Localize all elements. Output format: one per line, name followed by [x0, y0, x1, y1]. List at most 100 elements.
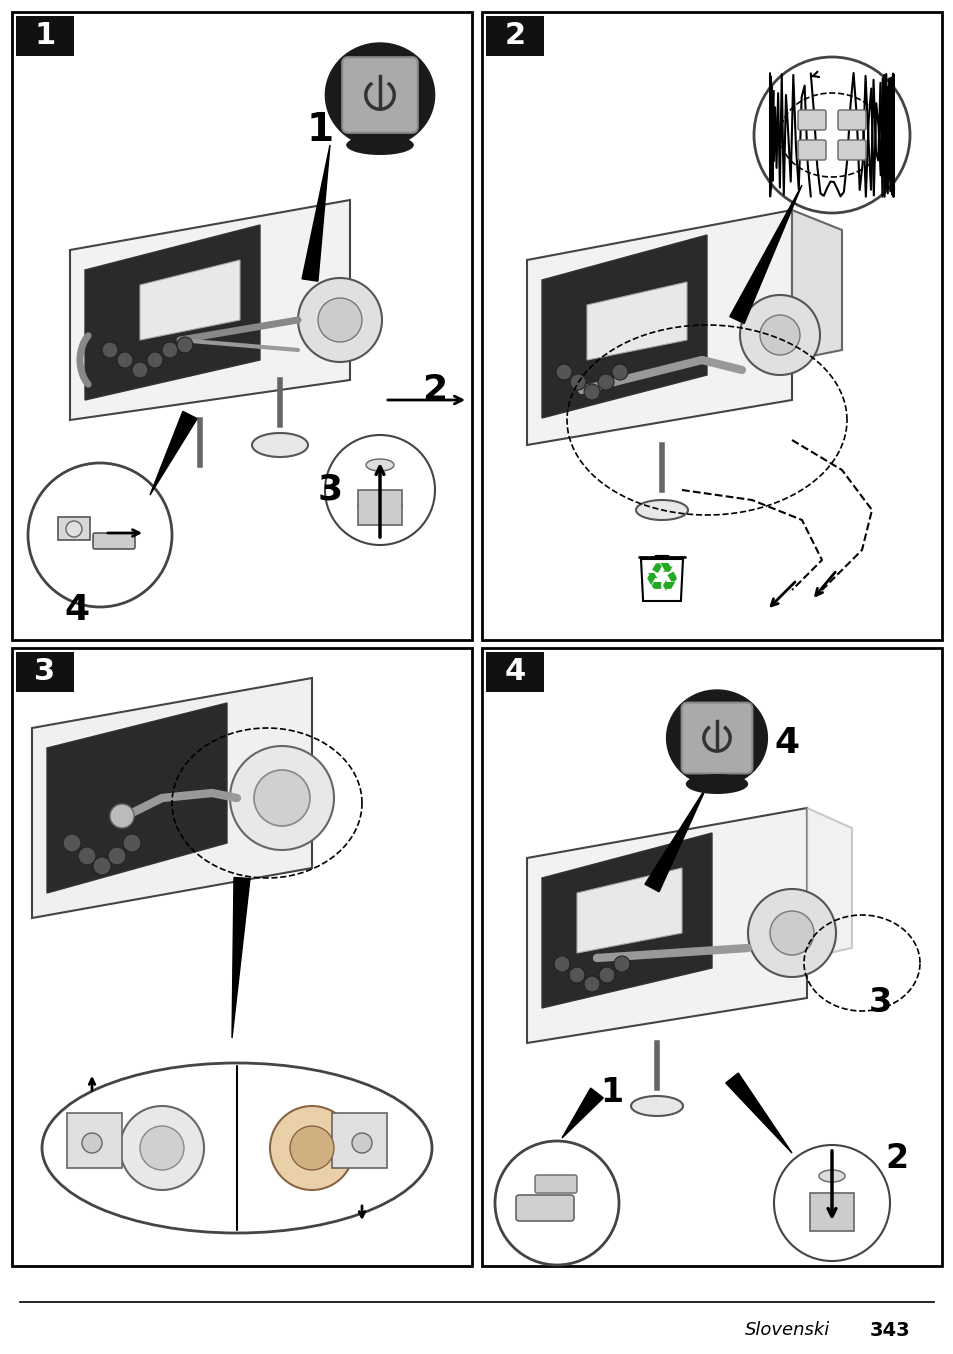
Bar	[357, 490, 401, 525]
Text: 1: 1	[34, 22, 55, 50]
Bar	[12, 12, 472, 640]
Circle shape	[28, 463, 172, 607]
Circle shape	[82, 1133, 102, 1154]
Polygon shape	[150, 412, 197, 496]
Polygon shape	[541, 236, 706, 418]
Circle shape	[612, 364, 627, 380]
Bar	[67, 1113, 122, 1169]
Bar	[485, 653, 543, 692]
Text: 2: 2	[884, 1141, 907, 1174]
Ellipse shape	[685, 774, 747, 793]
Circle shape	[253, 770, 310, 826]
Circle shape	[270, 1106, 354, 1190]
Polygon shape	[526, 210, 791, 445]
Ellipse shape	[636, 500, 687, 520]
Circle shape	[132, 362, 148, 378]
Ellipse shape	[630, 1095, 682, 1116]
Bar	[481, 12, 941, 640]
Ellipse shape	[252, 433, 308, 458]
Circle shape	[66, 521, 82, 538]
Polygon shape	[561, 1089, 602, 1137]
Bar	[481, 649, 941, 1266]
Text: POWER: POWER	[356, 28, 402, 38]
Bar	[16, 653, 74, 692]
Circle shape	[760, 315, 800, 355]
Circle shape	[325, 435, 435, 546]
Polygon shape	[644, 787, 706, 892]
Circle shape	[177, 337, 193, 353]
Polygon shape	[32, 678, 312, 918]
Bar	[485, 16, 543, 56]
Text: 3: 3	[34, 658, 55, 686]
Text: 4: 4	[504, 658, 525, 686]
Polygon shape	[140, 260, 240, 340]
Polygon shape	[85, 225, 260, 399]
Circle shape	[598, 374, 614, 390]
Polygon shape	[729, 185, 801, 324]
Circle shape	[290, 1127, 334, 1170]
Text: POWER: POWER	[694, 676, 740, 685]
Circle shape	[108, 848, 126, 865]
Bar	[809, 1193, 853, 1231]
Circle shape	[773, 1145, 889, 1261]
Text: Slovenski: Slovenski	[744, 1322, 829, 1339]
Circle shape	[117, 352, 132, 368]
Circle shape	[92, 857, 111, 875]
Polygon shape	[640, 559, 682, 601]
FancyBboxPatch shape	[516, 1196, 574, 1221]
Circle shape	[740, 295, 820, 375]
Text: 3: 3	[317, 473, 342, 506]
Polygon shape	[541, 833, 711, 1007]
Text: 1: 1	[599, 1076, 623, 1109]
Circle shape	[769, 911, 813, 955]
FancyBboxPatch shape	[680, 703, 752, 773]
Polygon shape	[526, 808, 806, 1043]
Ellipse shape	[811, 1209, 851, 1227]
Circle shape	[162, 343, 178, 357]
Text: POWER: POWER	[356, 28, 402, 38]
Circle shape	[352, 1133, 372, 1154]
Ellipse shape	[818, 1170, 844, 1182]
Ellipse shape	[346, 135, 414, 154]
Circle shape	[495, 1141, 618, 1265]
Circle shape	[554, 956, 569, 972]
Ellipse shape	[42, 1063, 432, 1233]
FancyBboxPatch shape	[535, 1175, 577, 1193]
Bar	[12, 649, 472, 1266]
Polygon shape	[725, 1072, 791, 1154]
FancyBboxPatch shape	[92, 533, 135, 548]
Text: 3: 3	[867, 987, 891, 1020]
Circle shape	[317, 298, 361, 343]
Bar	[332, 1113, 387, 1169]
Ellipse shape	[366, 459, 394, 471]
Circle shape	[147, 352, 163, 368]
Ellipse shape	[357, 496, 401, 515]
Polygon shape	[58, 517, 90, 540]
Text: 2: 2	[504, 22, 525, 50]
FancyBboxPatch shape	[837, 139, 865, 160]
Polygon shape	[47, 703, 227, 894]
Circle shape	[753, 57, 909, 213]
Text: ♻: ♻	[643, 561, 679, 600]
Circle shape	[120, 1106, 204, 1190]
Polygon shape	[302, 145, 330, 282]
Circle shape	[140, 1127, 184, 1170]
Circle shape	[614, 956, 629, 972]
Circle shape	[568, 967, 584, 983]
Circle shape	[110, 804, 133, 829]
FancyBboxPatch shape	[797, 110, 825, 130]
Circle shape	[78, 848, 96, 865]
Circle shape	[583, 385, 599, 399]
Circle shape	[297, 278, 381, 362]
Circle shape	[598, 967, 615, 983]
Polygon shape	[70, 200, 350, 420]
FancyBboxPatch shape	[797, 139, 825, 160]
FancyBboxPatch shape	[837, 110, 865, 130]
Text: 1: 1	[306, 111, 334, 149]
Polygon shape	[232, 877, 250, 1039]
Polygon shape	[806, 808, 851, 959]
Text: POWER: POWER	[694, 676, 740, 685]
Circle shape	[63, 834, 81, 852]
Text: 4: 4	[65, 593, 90, 627]
Text: 343: 343	[869, 1320, 910, 1339]
